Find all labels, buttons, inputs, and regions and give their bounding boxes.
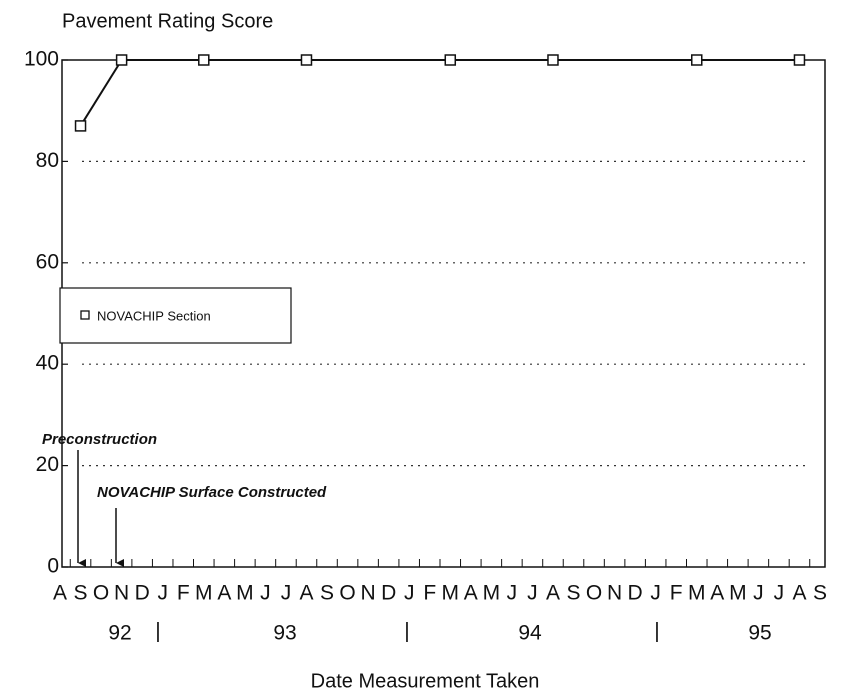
separator: | — [404, 620, 409, 643]
y-tick-label: 80 — [36, 149, 59, 172]
x-tick-label: A — [546, 582, 560, 605]
y-tick-label: 20 — [36, 453, 59, 476]
x-tick-label: N — [607, 582, 622, 605]
x-tick-label: S — [74, 582, 88, 605]
legend-label: NOVACHIP Section — [97, 308, 211, 323]
data-point — [444, 54, 457, 66]
data-point — [547, 54, 559, 66]
year-label: 95 — [748, 622, 771, 645]
data-point — [691, 54, 703, 66]
data-point — [198, 54, 210, 66]
legend: NOVACHIP Section — [59, 287, 292, 344]
x-tick-label: M — [195, 582, 213, 605]
y-tick-label: 40 — [36, 352, 59, 375]
x-tick-label: S — [567, 582, 581, 605]
x-tick-label: D — [628, 582, 643, 605]
data-point — [793, 54, 806, 66]
x-tick-label: J — [650, 582, 661, 605]
x-tick-label: A — [710, 582, 724, 605]
year-label: 92 — [108, 622, 131, 645]
x-tick-label: M — [688, 582, 706, 605]
x-tick-label: O — [339, 582, 355, 605]
x-tick-label: F — [177, 582, 190, 605]
x-tick-label: S — [813, 582, 827, 605]
x-tick-label: F — [670, 582, 683, 605]
y-axis-title: Pavement Rating Score — [62, 10, 273, 32]
x-tick-label: M — [729, 582, 747, 605]
annotation: Preconstruction — [42, 431, 157, 448]
separator: | — [155, 620, 160, 643]
x-tick-label: N — [114, 582, 129, 605]
x-tick-label: J — [507, 582, 518, 605]
x-tick-label: J — [753, 582, 764, 605]
x-tick-label: A — [792, 582, 806, 605]
y-tick-label: 100 — [24, 48, 59, 71]
data-point — [74, 120, 87, 132]
y-tick-label: 60 — [36, 250, 59, 273]
x-tick-label: A — [53, 582, 67, 605]
legend-box — [59, 287, 292, 344]
x-tick-label: O — [93, 582, 109, 605]
x-tick-label: D — [135, 582, 150, 605]
x-tick-label: M — [483, 582, 501, 605]
line-segment — [79, 59, 123, 127]
x-tick-label: S — [320, 582, 334, 605]
x-tick-label: F — [423, 582, 436, 605]
legend-marker — [80, 310, 90, 320]
year-label: 94 — [518, 622, 542, 645]
x-tick-label: O — [586, 582, 602, 605]
x-tick-label: J — [281, 582, 292, 605]
annotation: NOVACHIP Surface Constructed — [97, 484, 327, 501]
x-tick-label: J — [157, 582, 168, 605]
x-tick-label: A — [299, 582, 313, 605]
x-tick-label: M — [236, 582, 254, 605]
x-tick-label: J — [527, 582, 538, 605]
year-separators: | | | — [155, 620, 659, 643]
x-axis-title: Date Measurement Taken — [311, 670, 540, 692]
x-tick-label: A — [464, 582, 478, 605]
data-point — [115, 54, 128, 66]
x-tick-label: J — [774, 582, 785, 605]
x-tick-label: J — [260, 582, 271, 605]
y-tick-label: 0 — [47, 555, 59, 578]
separator: | — [654, 620, 659, 643]
x-tick-label: D — [381, 582, 396, 605]
year-label: 93 — [273, 622, 296, 645]
x-tick-label: A — [217, 582, 231, 605]
x-tick-label: N — [361, 582, 376, 605]
x-tick-label: M — [442, 582, 460, 605]
x-tick-label: J — [404, 582, 415, 605]
data-point — [300, 54, 313, 66]
